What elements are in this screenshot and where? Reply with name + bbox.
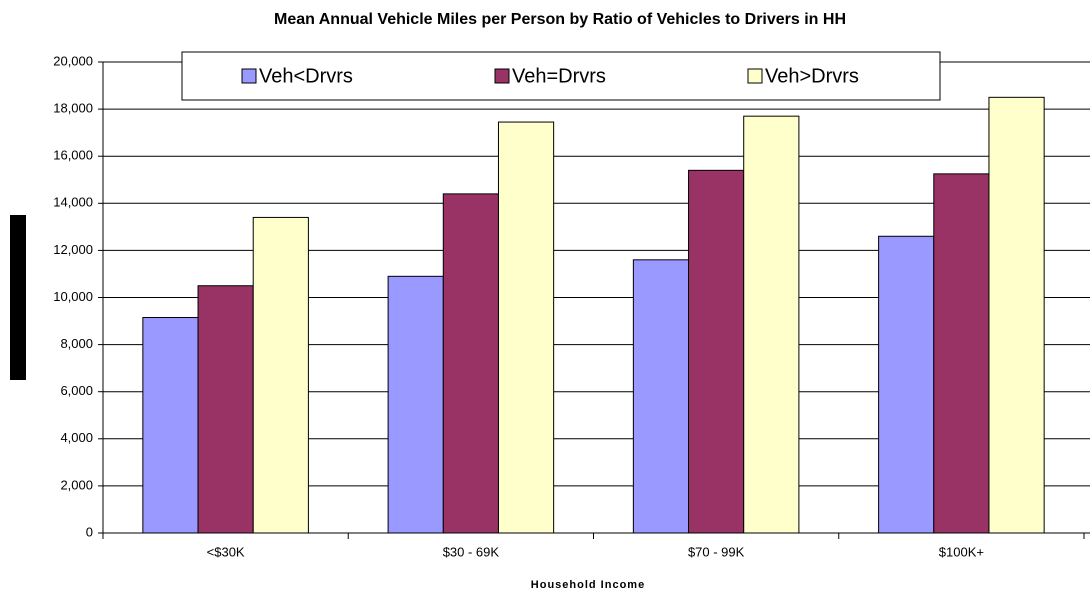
bar xyxy=(933,173,990,534)
y-tick-label: 18,000 xyxy=(53,101,93,116)
bar xyxy=(988,96,1045,534)
bar xyxy=(878,235,935,534)
bar xyxy=(387,275,444,534)
y-tick-label: 0 xyxy=(86,524,93,539)
y-axis-label-redacted xyxy=(10,215,26,380)
x-tick-label: <$30K xyxy=(207,544,245,559)
y-tick-label: 2,000 xyxy=(60,477,93,492)
y-tick-label: 16,000 xyxy=(53,148,93,163)
chart-title: Mean Annual Vehicle Miles per Person by … xyxy=(274,11,846,28)
legend-box xyxy=(181,51,941,101)
bar xyxy=(743,115,800,534)
legend-swatch xyxy=(494,68,510,84)
legend-swatch xyxy=(241,68,257,84)
x-tick-label: $100K+ xyxy=(939,544,984,559)
bar xyxy=(197,285,254,534)
y-tick-label: 14,000 xyxy=(53,195,93,210)
y-tick-label: 12,000 xyxy=(53,242,93,257)
bar xyxy=(252,216,309,534)
legend-label: Veh<Drvrs xyxy=(259,65,353,87)
y-tick-label: 8,000 xyxy=(60,336,93,351)
x-tick-label: $70 - 99K xyxy=(688,544,745,559)
bar xyxy=(442,193,499,534)
legend-label: Veh>Drvrs xyxy=(765,65,859,87)
y-tick-label: 20,000 xyxy=(53,53,93,68)
bar xyxy=(688,169,745,534)
legend-label: Veh=Drvrs xyxy=(512,65,606,87)
legend-swatch xyxy=(747,68,763,84)
x-tick-label: $30 - 69K xyxy=(443,544,500,559)
x-axis-label: Household Income xyxy=(531,579,645,591)
bar xyxy=(497,121,555,534)
y-tick-label: 6,000 xyxy=(60,383,93,398)
y-tick-label: 10,000 xyxy=(53,289,93,304)
bar xyxy=(632,259,690,534)
bar xyxy=(142,317,199,534)
y-tick-label: 4,000 xyxy=(60,430,93,445)
